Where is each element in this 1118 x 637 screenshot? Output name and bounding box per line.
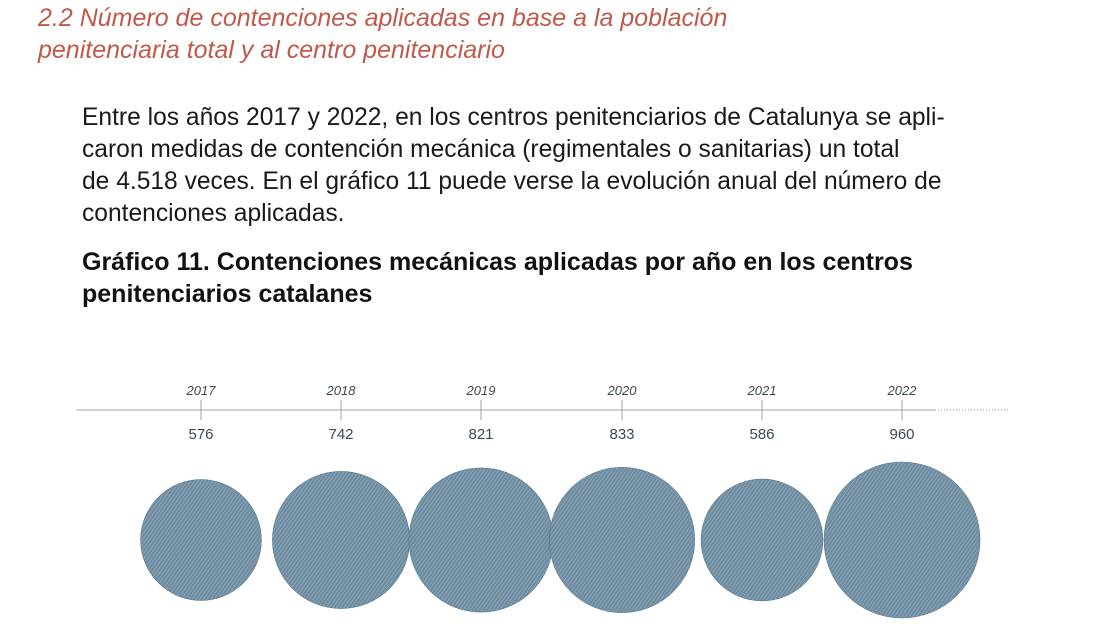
paragraph-line: contenciones aplicadas.	[82, 200, 345, 227]
bubble-texture-2021	[701, 479, 823, 601]
bubble-texture-2022	[824, 462, 980, 618]
section-heading-line: penitenciaria total y al centro penitenc…	[38, 36, 505, 64]
year-label-2018: 2018	[326, 383, 357, 398]
paragraph-line: Entre los años 2017 y 2022, en los centr…	[82, 104, 945, 131]
chart-title-line: Gráfico 11. Contenciones mecánicas aplic…	[82, 248, 913, 276]
section-heading: 2.2 Número de contenciones aplicadas en …	[38, 2, 938, 66]
year-label-2022: 2022	[887, 383, 918, 398]
value-label-2019: 821	[468, 426, 493, 443]
section-heading-line: 2.2 Número de contenciones aplicadas en …	[38, 4, 728, 32]
value-label-2021: 586	[749, 426, 774, 443]
chart-marks: 2017 576 2018 742 2019 821 2020 833 2021 586 2022 9…	[140, 383, 981, 619]
year-label-2020: 2020	[607, 383, 638, 398]
year-label-2017: 2017	[186, 383, 217, 398]
chart-title-line: penitenciarios catalanes	[82, 280, 373, 308]
year-label-2019: 2019	[466, 383, 496, 398]
value-label-2022: 960	[889, 426, 914, 443]
bubble-texture-2017	[140, 479, 262, 601]
body-paragraph: Entre los años 2017 y 2022, en los centr…	[82, 102, 1042, 230]
bubble-texture-2018	[272, 471, 410, 609]
value-label-2020: 833	[609, 426, 634, 443]
bubble-texture-2020	[549, 467, 695, 613]
chart-title: Gráfico 11. Contenciones mecánicas aplic…	[82, 246, 1042, 310]
value-label-2018: 742	[328, 426, 353, 443]
value-label-2017: 576	[188, 426, 213, 443]
paragraph-line: caron medidas de contención mecánica (re…	[82, 136, 900, 163]
bubble-texture-2019	[408, 467, 554, 613]
paragraph-line: de 4.518 veces. En el gráfico 11 puede v…	[82, 168, 942, 195]
year-label-2021: 2021	[747, 383, 777, 398]
